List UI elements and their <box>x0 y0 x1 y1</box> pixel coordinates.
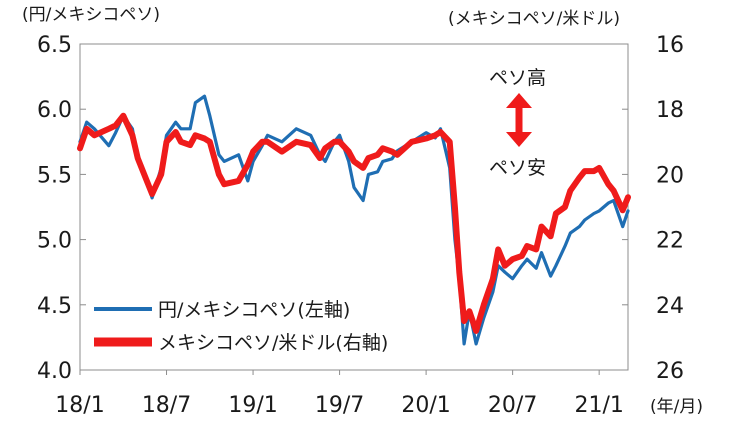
right-tick-label: 16 <box>656 33 684 58</box>
right-tick-label: 26 <box>656 359 684 384</box>
x-tick-label: 21/1 <box>574 393 623 418</box>
x-tick-label: 18/1 <box>55 393 104 418</box>
left-axis: 6.5 6.0 5.5 5.0 4.5 4.0 <box>37 33 86 384</box>
annotation-peso-weak: ペソ安 <box>489 157 546 179</box>
left-tick-label: 6.0 <box>37 98 72 123</box>
left-tick-label: 5.5 <box>37 163 72 188</box>
double-arrow-icon <box>506 93 532 147</box>
x-axis-unit-label: (年/月) <box>650 397 703 417</box>
legend-label-jpy-mxn: 円/メキシコペソ(左軸) <box>158 299 350 321</box>
left-axis-unit-label: (円/メキシコペソ) <box>22 5 160 25</box>
x-axis: 18/1 18/7 19/1 19/7 20/1 20/7 21/1 <box>55 370 624 418</box>
annotation-peso-strong: ペソ高 <box>489 67 546 89</box>
series-line-mxn-usd <box>77 112 631 334</box>
legend: 円/メキシコペソ(左軸) メキシコペソ/米ドル(右軸) <box>94 299 388 354</box>
left-tick-label: 5.0 <box>37 229 72 254</box>
right-axis-unit-label: (メキシコペソ/米ドル) <box>448 9 620 29</box>
right-tick-label: 20 <box>656 163 684 188</box>
series-layer <box>77 94 631 346</box>
left-tick-label: 4.0 <box>37 359 72 384</box>
left-tick-label: 6.5 <box>37 33 72 58</box>
right-tick-label: 24 <box>656 294 684 319</box>
series-line-jpy-mxn <box>78 94 630 346</box>
legend-label-mxn-usd: メキシコペソ/米ドル(右軸) <box>158 332 388 354</box>
left-tick-label: 4.5 <box>37 294 72 319</box>
x-tick-label: 20/7 <box>488 393 537 418</box>
x-tick-label: 19/1 <box>228 393 277 418</box>
x-tick-label: 20/1 <box>401 393 450 418</box>
x-tick-label: 18/7 <box>142 393 191 418</box>
right-tick-label: 18 <box>656 98 684 123</box>
x-tick-label: 19/7 <box>315 393 364 418</box>
plot-area <box>79 43 629 371</box>
right-tick-label: 22 <box>656 229 684 254</box>
right-axis: 16 18 20 22 24 26 <box>622 33 684 384</box>
